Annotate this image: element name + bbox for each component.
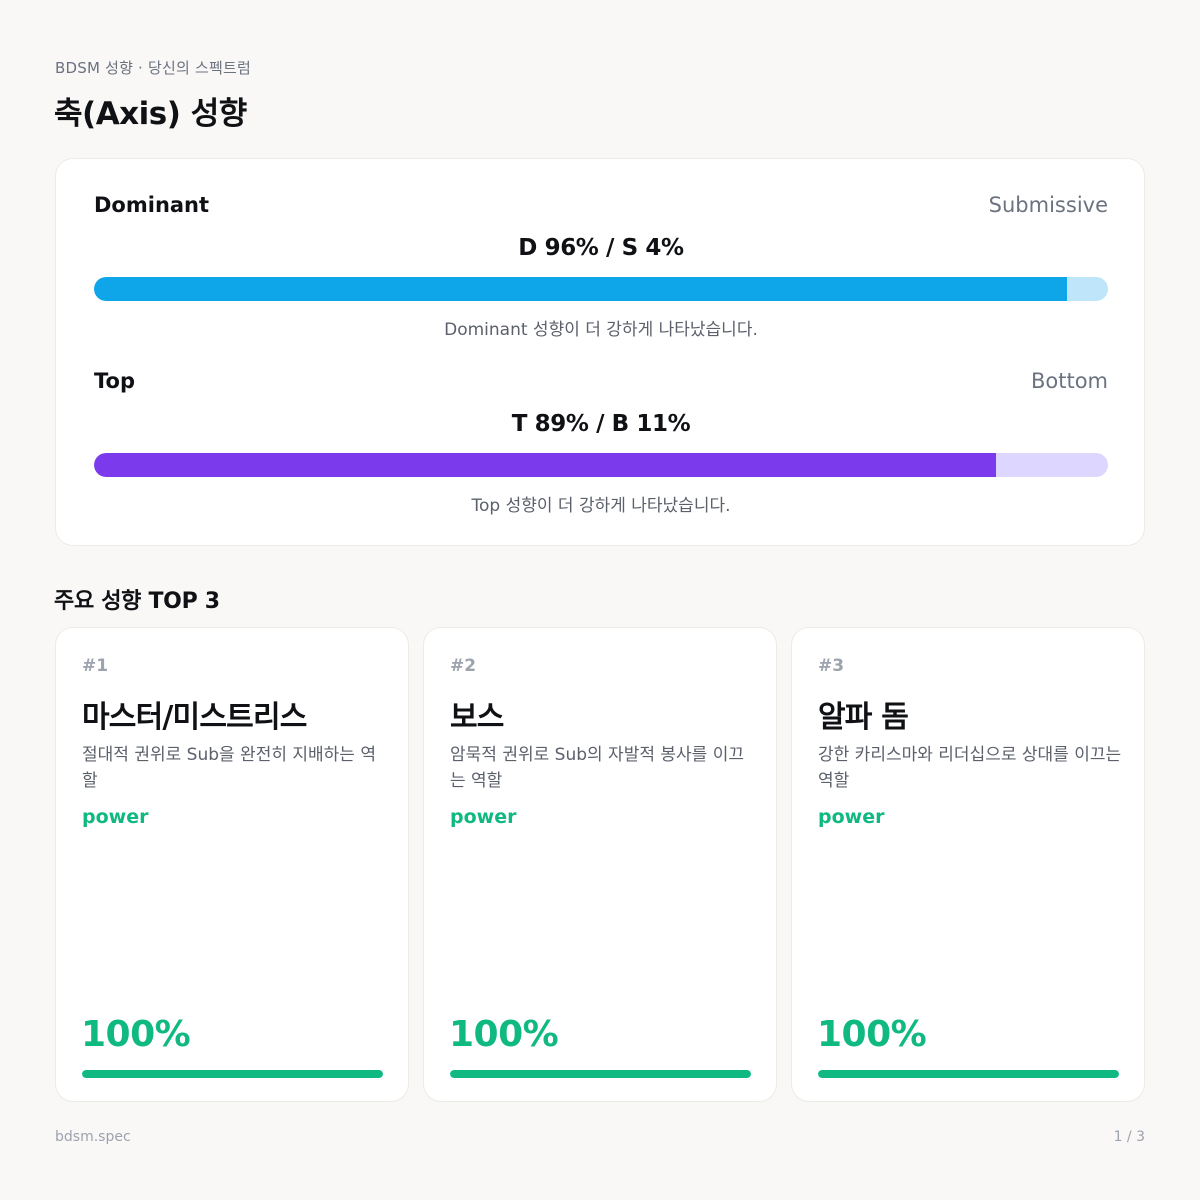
section-title-top3: 주요 성향 TOP 3	[54, 589, 220, 614]
trait-title: 보스	[450, 700, 504, 735]
trait-progress-track	[450, 1070, 751, 1078]
trait-progress-track	[818, 1070, 1119, 1078]
axis-progress-fill	[94, 453, 997, 477]
page-title: 축(Axis) 성향	[54, 96, 247, 132]
trait-progress-track	[82, 1070, 383, 1078]
axis-left-label: Dominant	[94, 193, 210, 217]
axis-right-label: Submissive	[988, 193, 1108, 217]
trait-title: 마스터/미스트리스	[82, 700, 307, 735]
axis-score: T 89% / B 11%	[511, 411, 691, 437]
trait-description: 암묵적 권위로 Sub의 자발적 봉사를 이끄는 역할	[450, 745, 744, 791]
trait-progress-fill	[450, 1070, 751, 1078]
trait-rank: #1	[82, 656, 109, 676]
trait-percent: 100%	[449, 1014, 559, 1055]
footer-brand: bdsm.spec	[55, 1129, 131, 1145]
trait-progress-fill	[82, 1070, 383, 1078]
trait-rank: #2	[450, 656, 477, 676]
axis-score: D 96% / S 4%	[518, 235, 684, 261]
axis-note: Top 성향이 더 강하게 나타났습니다.	[471, 496, 731, 516]
trait-rank: #3	[818, 656, 845, 676]
trait-title: 알파 돔	[818, 700, 909, 735]
trait-percent: 100%	[817, 1014, 927, 1055]
trait-card-3: #3 알파 돔 강한 카리스마와 리더십으로 상대를 이끄는 역할 power …	[791, 627, 1145, 1102]
page-indicator: 1 / 3	[1113, 1129, 1145, 1145]
page-kicker: BDSM 성향 · 당신의 스펙트럼	[55, 59, 251, 77]
trait-card-1: #1 마스터/미스트리스 절대적 권위로 Sub을 완전히 지배하는 역할 po…	[55, 627, 409, 1102]
axis-left-label: Top	[94, 369, 135, 393]
axis-progress-fill	[94, 277, 1068, 301]
trait-percent: 100%	[81, 1014, 191, 1055]
axis-progress-track	[94, 453, 1108, 477]
axis-note: Dominant 성향이 더 강하게 나타났습니다.	[444, 320, 758, 340]
trait-progress-fill	[818, 1070, 1119, 1078]
axis-right-label: Bottom	[1030, 369, 1108, 393]
trait-card-2: #2 보스 암묵적 권위로 Sub의 자발적 봉사를 이끄는 역할 power …	[423, 627, 777, 1102]
trait-description: 절대적 권위로 Sub을 완전히 지배하는 역할	[82, 745, 376, 791]
trait-description: 강한 카리스마와 리더십으로 상대를 이끄는 역할	[818, 745, 1122, 791]
trait-tag: power	[818, 806, 885, 828]
axis-card: Dominant Submissive D 96% / S 4% Dominan…	[55, 158, 1145, 546]
trait-tag: power	[82, 806, 149, 828]
trait-tag: power	[450, 806, 517, 828]
axis-progress-track	[94, 277, 1108, 301]
